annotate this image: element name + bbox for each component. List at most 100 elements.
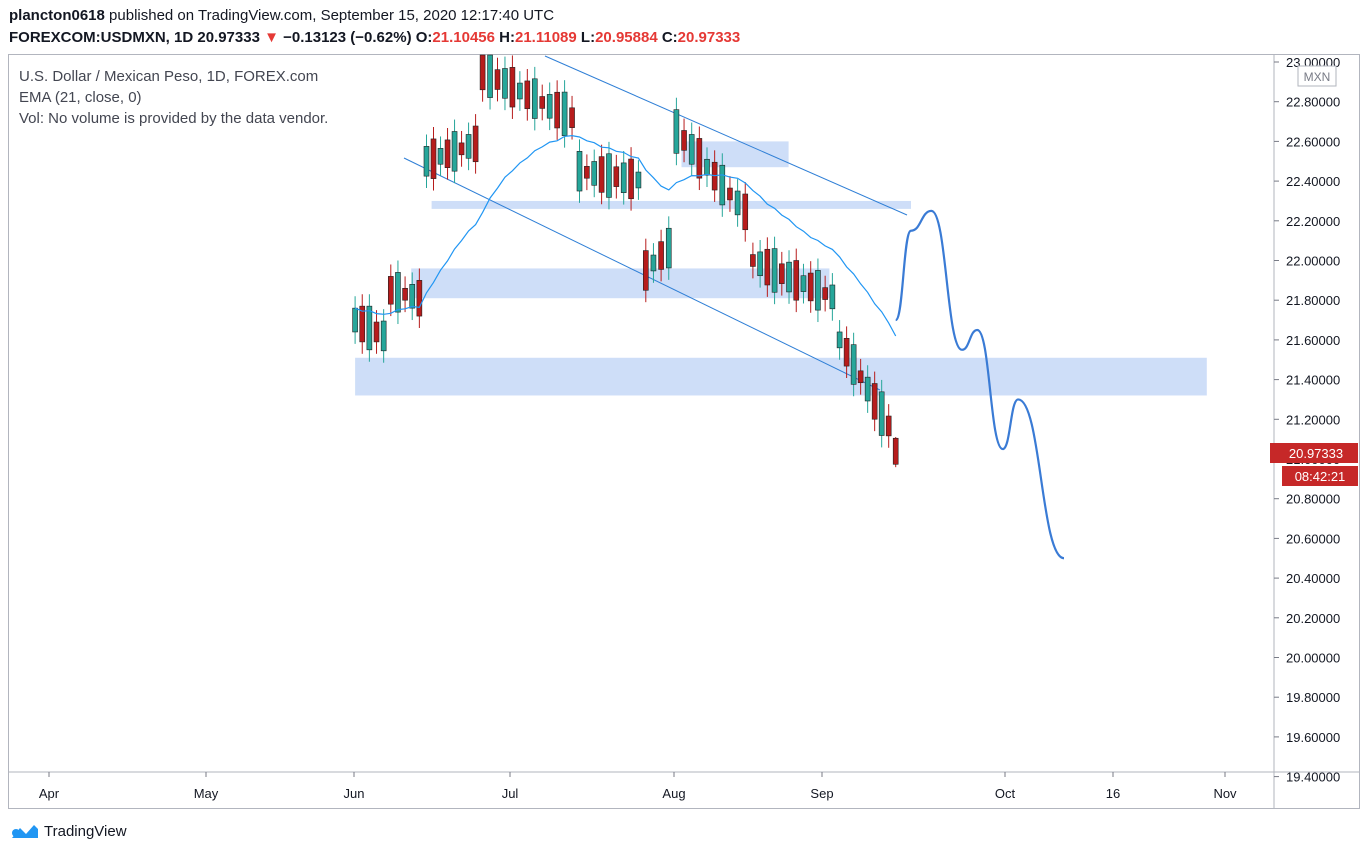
candle-body-5 bbox=[387, 276, 394, 305]
tradingview-icon bbox=[12, 825, 38, 838]
candle-body-17 bbox=[472, 125, 479, 163]
candle-body-43 bbox=[665, 227, 672, 269]
close-label: C: bbox=[661, 29, 678, 46]
candle-body-23 bbox=[517, 82, 523, 100]
price-tag-text: 20.97333 bbox=[1289, 446, 1343, 461]
channel-lower-line bbox=[403, 157, 881, 391]
y-tick-label-4: 22.20000 bbox=[1286, 214, 1340, 229]
candle-body-15 bbox=[458, 142, 465, 156]
candle-body-26 bbox=[539, 96, 546, 109]
candle-body-65 bbox=[829, 284, 836, 310]
candle-body-39 bbox=[635, 171, 642, 189]
candle-body-44 bbox=[673, 109, 680, 154]
zone-3 bbox=[355, 357, 1207, 396]
price-tag: 20.97333 08:42:21 bbox=[1270, 443, 1358, 486]
candle-body-47 bbox=[696, 138, 703, 179]
candle-body-19 bbox=[487, 54, 493, 98]
candle-body-2 bbox=[366, 305, 373, 351]
candle-body-53 bbox=[742, 193, 749, 231]
candle-body-62 bbox=[807, 272, 814, 302]
candle-body-69 bbox=[857, 370, 864, 384]
candle-body-42 bbox=[658, 241, 664, 270]
candle-body-48 bbox=[704, 158, 710, 176]
candle-body-68 bbox=[850, 344, 857, 385]
candle-body-3 bbox=[373, 321, 380, 343]
candle-body-74 bbox=[892, 437, 899, 465]
candle-body-58 bbox=[778, 263, 785, 284]
candle-body-51 bbox=[727, 187, 733, 201]
x-tick-label-7: 16 bbox=[1106, 786, 1120, 801]
candle-body-41 bbox=[650, 254, 657, 272]
candle-body-61 bbox=[800, 275, 807, 292]
down-arrow-icon: ▼ bbox=[264, 29, 279, 46]
x-tick-label-0: Apr bbox=[39, 786, 60, 801]
candle-body-6 bbox=[395, 272, 401, 313]
projection-path bbox=[894, 209, 1065, 560]
candles-layer bbox=[352, 54, 899, 468]
y-tick-label-8: 21.40000 bbox=[1286, 373, 1340, 388]
candle-body-16 bbox=[465, 134, 472, 159]
candle-body-55 bbox=[757, 251, 763, 277]
candle-body-28 bbox=[554, 91, 560, 129]
price-tag-bg bbox=[1270, 443, 1358, 463]
candle-body-20 bbox=[494, 69, 501, 90]
countdown-text: 08:42:21 bbox=[1295, 469, 1346, 484]
y-tick-label-2: 22.60000 bbox=[1286, 134, 1340, 149]
candle-body-21 bbox=[502, 68, 508, 99]
candle-body-35 bbox=[606, 153, 612, 198]
tradingview-logo[interactable]: TradingView bbox=[10, 822, 127, 840]
candle-body-32 bbox=[584, 166, 590, 179]
legend-ema[interactable]: EMA (21, close, 0) bbox=[19, 89, 142, 106]
currency-badge[interactable]: MXN bbox=[1297, 65, 1337, 87]
y-tick-label-3: 22.40000 bbox=[1286, 174, 1340, 189]
candle-body-33 bbox=[591, 161, 598, 186]
symbol-header: FOREXCOM:USDMXN, 1D 20.97333 ▼ −0.13123 … bbox=[9, 29, 740, 46]
trend-channel bbox=[403, 55, 908, 391]
y-tick-label-11: 20.80000 bbox=[1286, 492, 1340, 507]
candle-body-7 bbox=[402, 287, 408, 301]
legend-title[interactable]: U.S. Dollar / Mexican Peso, 1D, FOREX.co… bbox=[19, 68, 319, 85]
axis-layer bbox=[8, 55, 1360, 808]
currency-badge-bg bbox=[1297, 65, 1337, 87]
candle-body-59 bbox=[786, 261, 792, 293]
candle-body-56 bbox=[764, 248, 771, 286]
close-value: 20.97333 bbox=[677, 29, 741, 46]
legend-vol: Vol: No volume is provided by the data v… bbox=[19, 110, 329, 127]
candle-body-60 bbox=[793, 260, 800, 301]
y-tick-label-15: 20.00000 bbox=[1286, 651, 1340, 666]
candle-body-12 bbox=[437, 148, 444, 165]
candle-body-46 bbox=[688, 134, 695, 165]
currency-badge-text: MXN bbox=[1304, 70, 1331, 84]
y-tick-label-14: 20.20000 bbox=[1286, 611, 1340, 626]
change-value: −0.13123 (−0.62%) bbox=[283, 29, 412, 46]
candle-body-0 bbox=[352, 307, 358, 333]
open-label: O: bbox=[415, 29, 433, 46]
candle-body-1 bbox=[359, 305, 366, 343]
x-tick-label-8: Nov bbox=[1213, 786, 1237, 801]
candle-body-10 bbox=[423, 146, 430, 177]
candle-body-73 bbox=[885, 415, 892, 437]
candle-body-9 bbox=[416, 280, 423, 317]
y-tick-label-16: 19.80000 bbox=[1286, 690, 1340, 705]
last-price: 20.97333 bbox=[197, 29, 260, 46]
y-tick-label-7: 21.60000 bbox=[1286, 333, 1340, 348]
chart-frame[interactable] bbox=[8, 54, 1360, 809]
x-tick-label-1: May bbox=[194, 786, 219, 801]
y-tick-label-17: 19.60000 bbox=[1286, 730, 1340, 745]
candle-body-24 bbox=[524, 80, 531, 110]
candle-body-57 bbox=[771, 248, 778, 293]
publish-header: plancton0618 published on TradingView.co… bbox=[9, 7, 554, 24]
candle-body-18 bbox=[479, 54, 486, 91]
candle-body-54 bbox=[750, 254, 756, 267]
low-value: 20.95884 bbox=[595, 29, 658, 46]
candle-body-27 bbox=[546, 94, 553, 119]
candle-body-40 bbox=[642, 250, 649, 291]
zone-1 bbox=[431, 200, 911, 209]
candle-body-11 bbox=[430, 138, 437, 179]
candle-body-71 bbox=[871, 383, 878, 420]
candle-body-52 bbox=[734, 190, 741, 216]
author-name[interactable]: plancton0618 bbox=[9, 7, 105, 24]
x-tick-label-5: Sep bbox=[810, 786, 833, 801]
y-tick-label-12: 20.60000 bbox=[1286, 531, 1340, 546]
